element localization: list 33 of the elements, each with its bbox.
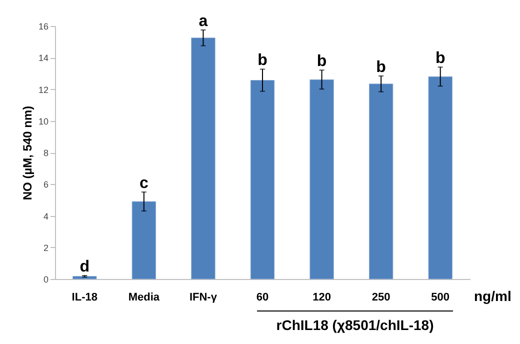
x-tick-label: 120 xyxy=(312,292,331,304)
annotation: c xyxy=(139,175,148,192)
x-tick-label: 60 xyxy=(256,292,269,304)
annotation: b xyxy=(316,53,327,70)
text: rChIL18 (χ8501/chIL-18) xyxy=(276,317,434,333)
bar xyxy=(368,84,394,280)
x-tick-label: 250 xyxy=(372,292,390,304)
y-tick-label: 14 xyxy=(38,53,48,64)
y-axis-title: NO (µM, 540 nm) xyxy=(20,106,34,200)
y-tick-label: 6 xyxy=(43,180,48,190)
annotation: b xyxy=(435,50,446,68)
y-tick-label: 4 xyxy=(43,211,48,222)
bar xyxy=(310,79,334,280)
bar xyxy=(428,76,452,280)
annotation: b xyxy=(376,58,386,76)
y-tick-label: 8 xyxy=(43,148,48,158)
annotation: d xyxy=(80,258,90,276)
y-tick-label: 10 xyxy=(38,116,48,126)
y-tick-label: 0 xyxy=(43,274,48,284)
text: ng/ml xyxy=(474,288,512,304)
bar xyxy=(191,38,216,280)
y-tick-label: 2 xyxy=(43,242,48,253)
x-tick-label: 500 xyxy=(431,292,450,304)
bar xyxy=(132,201,156,280)
y-tick-label: 16 xyxy=(38,22,48,32)
x-tick-label: IFN-γ xyxy=(189,292,218,304)
y-tick-label: 12 xyxy=(38,84,48,95)
x-tick-label: Media xyxy=(128,292,160,304)
bar xyxy=(72,276,97,280)
annotation: a xyxy=(198,12,208,30)
x-tick-label: IL-18 xyxy=(72,292,98,304)
bar xyxy=(250,80,275,280)
annotation: b xyxy=(258,52,268,70)
